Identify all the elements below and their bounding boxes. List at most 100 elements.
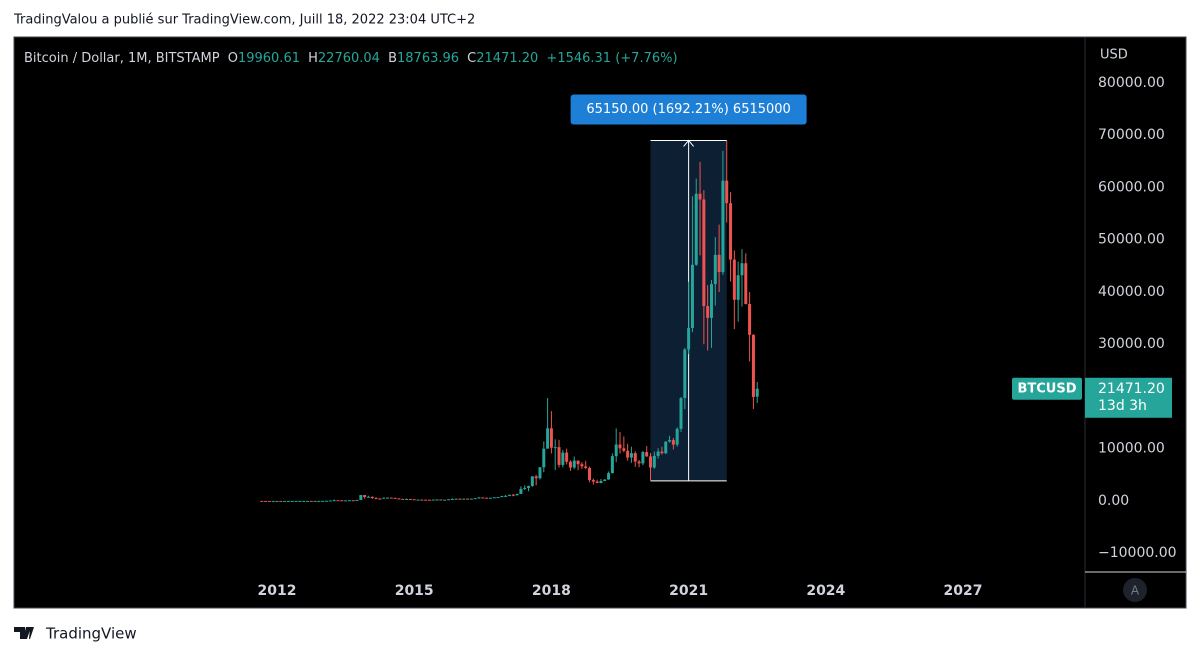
candle-body <box>401 498 405 500</box>
candle-body <box>538 467 542 479</box>
candle-body <box>477 497 481 499</box>
candle-body <box>264 500 268 502</box>
auto-scale-label[interactable]: A <box>1131 584 1140 598</box>
candle-body <box>286 500 290 502</box>
candle-body <box>527 485 531 488</box>
candle-body <box>347 500 351 502</box>
legend-c: 21471.20 <box>476 51 538 66</box>
candle-body <box>507 494 511 496</box>
candle-body <box>469 498 473 500</box>
candle-body <box>523 487 527 489</box>
candle-body <box>260 500 264 502</box>
candle-body <box>435 499 439 501</box>
y-tick-label: 80000.00 <box>1098 75 1165 91</box>
candle-body <box>389 497 393 499</box>
header: TradingValou a publié sur TradingView.co… <box>13 13 475 28</box>
price-tag <box>1085 377 1172 418</box>
chart-panel <box>13 36 1187 609</box>
candle-body <box>420 499 424 501</box>
candle-body <box>637 461 641 464</box>
candle-body <box>744 263 748 304</box>
candle-body <box>325 500 329 502</box>
candle-body <box>702 199 706 307</box>
candle-body <box>748 303 752 335</box>
candle-body <box>305 500 309 502</box>
candle-body <box>751 334 755 397</box>
candle-body <box>340 500 344 502</box>
candle-body <box>755 388 759 397</box>
candle-body <box>279 500 283 502</box>
legend-b: 18763.96 <box>397 51 459 66</box>
legend-o: 19960.61 <box>238 51 300 66</box>
candle-body <box>393 497 397 499</box>
candle-body <box>649 456 653 468</box>
currency: USD <box>1100 48 1128 63</box>
candle-body <box>519 488 523 494</box>
y-tick-label: 70000.00 <box>1098 127 1165 143</box>
candle-body <box>629 453 633 458</box>
legend: Bitcoin / Dollar, 1M, BITSTAMP O19960.61… <box>24 51 678 66</box>
y-tick-label: 10000.00 <box>1098 441 1165 457</box>
candle-body <box>370 496 374 499</box>
candle-body <box>679 398 683 429</box>
candle-body <box>359 495 363 500</box>
candle-body <box>656 451 660 456</box>
candle-body <box>424 499 428 501</box>
candle-body <box>671 440 675 445</box>
auto-scale-button[interactable] <box>1123 578 1147 602</box>
candle-body <box>386 497 390 499</box>
measure-label: 65150.00 (1692.21%) 6515000 <box>586 102 790 117</box>
candle-body <box>610 456 614 474</box>
candle-body <box>580 464 584 467</box>
y-tick-label: 30000.00 <box>1098 336 1165 352</box>
candle-body <box>515 493 519 496</box>
tradingview-logo: TradingView <box>14 625 137 643</box>
legend-b-label: B <box>388 51 397 66</box>
candle-body <box>614 444 618 457</box>
candle-body <box>584 466 588 468</box>
legend-h-label: H <box>308 51 318 66</box>
candle-body <box>458 498 462 500</box>
candle-body <box>298 500 302 502</box>
candle-body <box>504 495 508 497</box>
candle-body <box>511 494 515 496</box>
candle-body <box>618 444 622 449</box>
y-tick-label: 60000.00 <box>1098 179 1165 195</box>
candle-body <box>557 447 561 465</box>
candle-body <box>294 500 298 502</box>
price-countdown: 13d 3h <box>1098 398 1147 414</box>
candle-body <box>652 455 656 468</box>
measure-label-box <box>570 94 807 125</box>
plot: −10000.000.0010000.0020000.0030000.00400… <box>258 75 1177 599</box>
y-tick-label: 40000.00 <box>1098 284 1165 300</box>
measure-arrow-head <box>683 139 695 147</box>
candle-body <box>473 498 477 500</box>
candle-body <box>736 275 740 300</box>
candle-body <box>416 499 420 501</box>
candle-body <box>568 461 572 468</box>
candle-body <box>454 498 458 500</box>
candle-body <box>496 497 500 499</box>
candle-body <box>713 254 717 285</box>
candle-body <box>405 498 409 500</box>
candle-body <box>660 451 664 454</box>
legend-h: 22760.04 <box>318 51 380 66</box>
candle-body <box>492 497 496 499</box>
candle-body <box>607 473 611 480</box>
y-tick-label: 50000.00 <box>1098 232 1165 248</box>
candle-body <box>706 306 710 318</box>
x-tick-label: 2024 <box>806 583 845 599</box>
candle-body <box>328 500 332 502</box>
candle-body <box>351 500 355 502</box>
candle-body <box>344 500 348 502</box>
candle-body <box>450 498 454 500</box>
candle-body <box>709 284 713 318</box>
candle-body <box>622 448 626 451</box>
candle-body <box>271 500 275 502</box>
candle-body <box>740 263 744 276</box>
candle-body <box>725 180 729 204</box>
candle-body <box>687 328 691 350</box>
candle-body <box>397 498 401 500</box>
